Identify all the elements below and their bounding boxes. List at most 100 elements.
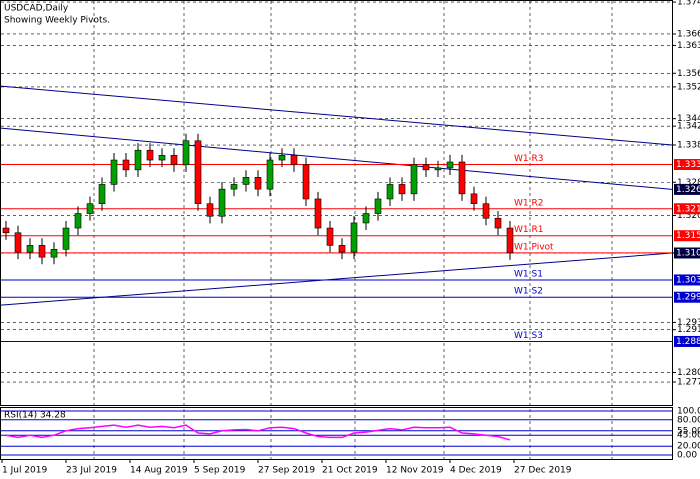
price-box-label: 1.33316 [676,160,700,170]
rsi-tick-label: 55.00 [677,426,700,436]
rsi-tick-label: 0.00 [677,451,697,461]
candle-body [110,159,118,185]
rsi-pane [0,407,673,460]
candle-body [278,155,286,161]
candle-body [206,203,214,217]
candle-body [302,164,310,200]
candle-body [494,217,502,229]
trendline [0,127,673,190]
pivot-label: W1 R1 [514,225,543,235]
y-tick-label: 1.28026 [677,368,700,378]
trendline [0,252,673,306]
candle-body [350,222,358,253]
candle-body [86,203,94,214]
candle-body [506,227,514,254]
price-box [674,291,700,303]
price-box-label: 1.29941 [676,293,700,303]
candle-body [314,198,322,229]
price-box-label: 1.31505 [676,231,700,241]
candle-body [122,159,130,171]
y-tick-label: 1.36636 [677,29,700,39]
candle-body [290,155,298,166]
candle-body [422,164,430,171]
candle-body [50,248,58,258]
y-tick-label: 1.34482 [677,114,700,124]
pivot-label: W1 R3 [514,154,543,164]
candle-body [470,193,478,204]
candle-body [26,245,34,253]
pivot-label: W1 Pivot [514,242,554,252]
candle-body [254,177,262,190]
x-tick-label: 5 Sep 2019 [194,466,246,476]
rsi-tick-label: 45.00 [677,431,700,441]
rsi-tick-label: 20.00 [677,442,700,452]
y-tick-label: 1.29116 [677,325,700,335]
trendline [0,85,673,146]
x-tick-label: 23 Jul 2019 [66,466,117,476]
price-box-label: 1.30380 [676,275,700,285]
y-tick-label: 1.35636 [677,69,700,79]
candle-body [410,164,418,195]
price-box-label: 1.31066 [676,248,700,258]
candle-body [38,245,46,258]
y-tick-label: 1.37447 [677,0,700,8]
y-tick-label: 1.34292 [677,122,700,132]
x-tick-label: 21 Oct 2019 [322,466,378,476]
y-tick-label: 1.33812 [677,141,700,151]
pivot-label: W1 R2 [514,198,543,208]
candle-body [2,227,10,234]
candle-body [62,227,70,250]
candle-body [98,184,106,204]
x-tick-label: 27 Sep 2019 [258,466,315,476]
candle-body [386,184,394,200]
price-box [674,159,700,171]
pivot-label: W1 S3 [514,331,543,341]
candle-body [134,149,142,171]
x-tick-label: 27 Dec 2019 [514,466,572,476]
price-box-label: 1.32683 [676,185,700,195]
rsi-line [5,424,511,441]
pivot-label: W1 S1 [514,269,543,279]
price-box [674,203,700,215]
y-tick-label: 1.36345 [677,41,700,51]
candle-body [194,140,202,204]
chart-title: USDCAD,Daily [4,4,69,14]
y-tick-label: 1.35290 [677,82,700,92]
candle-body [362,213,370,224]
y-tick-label: 1.32865 [677,178,700,188]
candle-body [338,245,346,253]
y-tick-label: 1.27784 [677,378,700,388]
candle-body [434,167,442,171]
x-tick-label: 1 Jul 2019 [2,466,47,476]
price-box [674,183,700,195]
price-box-label: 1.28816 [676,337,700,347]
candle-body [14,232,22,253]
x-tick-label: 4 Dec 2019 [450,466,502,476]
x-tick-label: 12 Nov 2019 [386,466,444,476]
candle-body [266,159,274,190]
main-pane [0,0,673,406]
candle-body [458,161,466,195]
candle-body [158,155,166,161]
pivot-label: W1 S2 [514,287,543,297]
candle-body [218,188,226,217]
price-box [674,247,700,259]
candle-body [482,203,490,219]
candle-body [182,140,190,166]
rsi-tick-label: 100.00 [677,407,700,417]
rsi-tick-label: 80.00 [677,415,700,425]
price-box-label: 1.32191 [676,204,700,214]
candle-body [230,184,238,190]
chart-subtitle: Showing Weekly Pivots. [4,16,110,26]
candle-body [398,184,406,195]
price-box [674,274,700,286]
candle-body [326,227,334,246]
price-box [674,335,700,347]
candle-body [242,177,250,185]
candle-body [374,198,382,214]
price-box [674,230,700,242]
x-tick-label: 14 Aug 2019 [130,466,188,476]
y-tick-label: 1.32020 [677,211,700,221]
